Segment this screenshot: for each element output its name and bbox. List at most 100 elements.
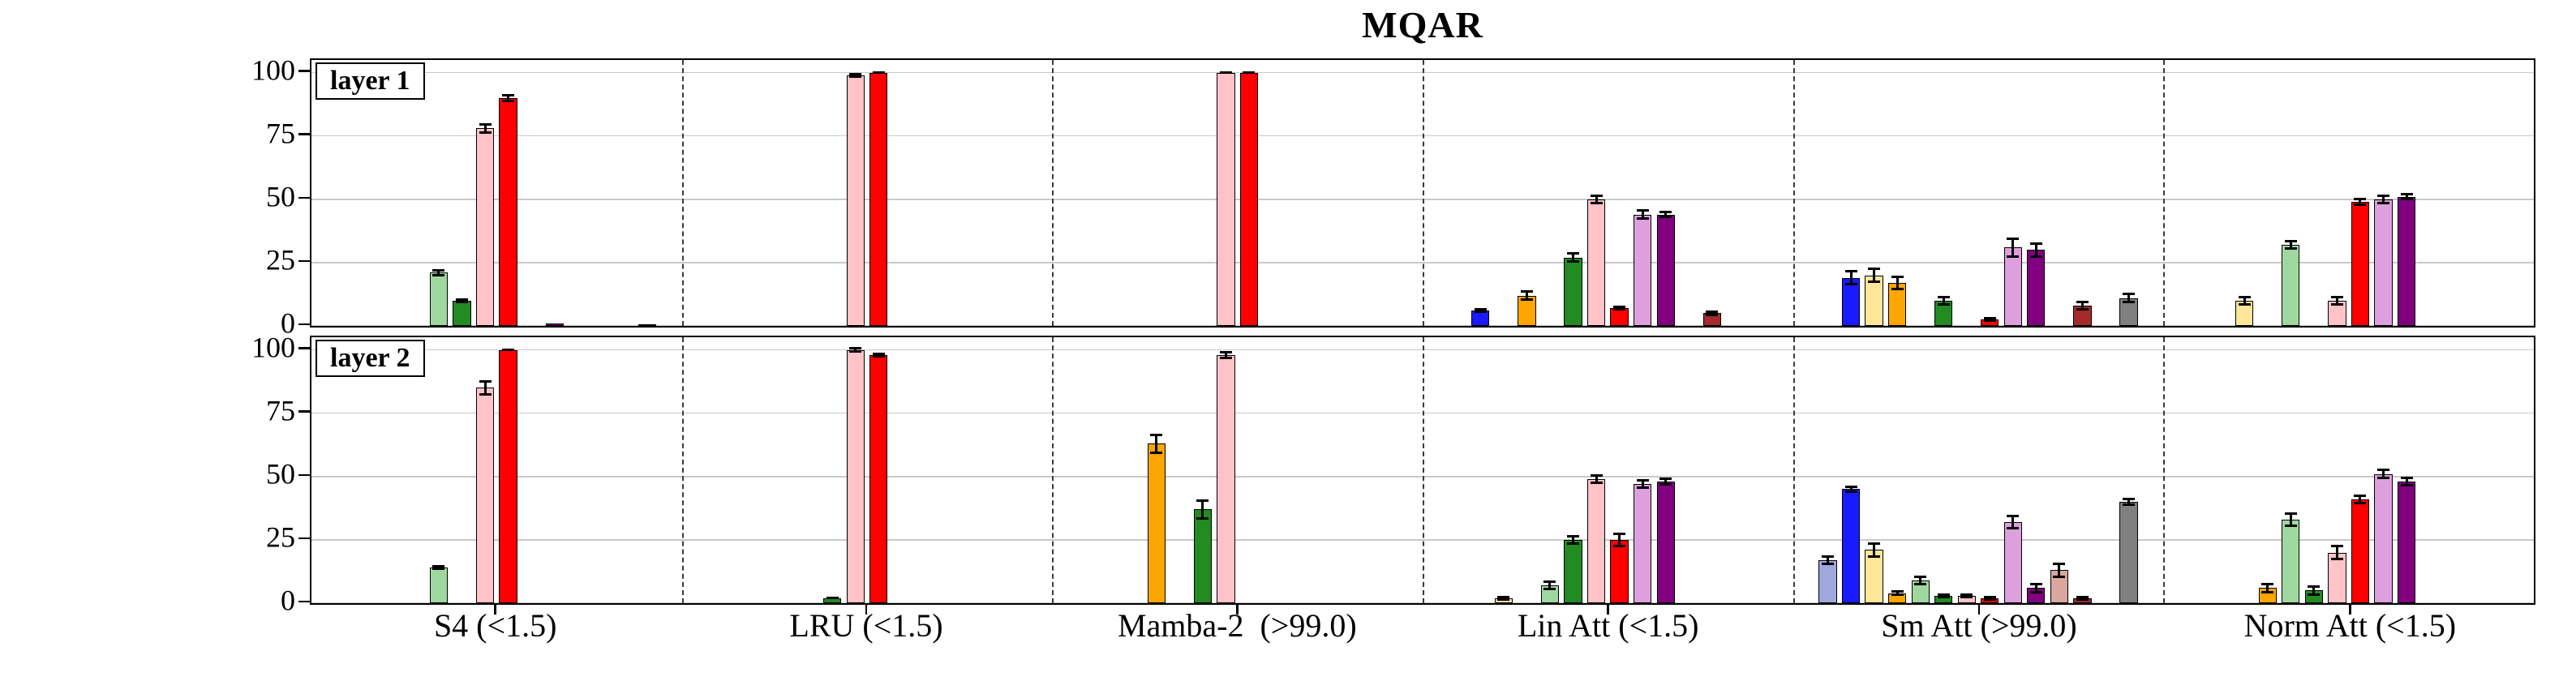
error-bar-cap [456, 300, 469, 303]
error-bar [1896, 590, 1899, 596]
error-bar-cap [1821, 563, 1834, 566]
error-bar-cap [502, 94, 515, 97]
error-bar-cap [849, 75, 862, 78]
error-bar [1711, 311, 1714, 316]
error-bar-cap [2123, 300, 2136, 303]
error-bar-cap [872, 71, 885, 75]
error-bar [1664, 210, 1668, 219]
error-bar [1618, 532, 1621, 548]
error-bar [1919, 575, 1922, 586]
error-bar-cap [2400, 484, 2413, 487]
error-bar [2058, 563, 2061, 578]
error-bar-cap [1636, 478, 1649, 482]
bar-palegreen [2282, 245, 2300, 326]
error-bar-cap [2238, 303, 2251, 306]
x-tickmark [865, 605, 868, 615]
error-bar-cap [1706, 313, 1719, 316]
error-bar [1641, 478, 1644, 490]
bar-red [499, 349, 517, 603]
error-bar-cap [2123, 498, 2136, 501]
error-bar-cap [1659, 478, 1672, 481]
error-bar [2080, 595, 2084, 601]
error-bar-cap [2376, 202, 2389, 205]
error-bar-cap [2400, 193, 2413, 195]
panel-layer-1: layer 1 0 25 50 75 100 [251, 54, 2535, 339]
bar-green [1193, 509, 1212, 603]
error-bar-cap [2376, 469, 2389, 472]
panel-label-layer-1: layer 1 [316, 62, 425, 100]
y-tickmark [298, 196, 310, 199]
error-bar-cap [2400, 476, 2413, 479]
bar-blue [1841, 489, 1861, 603]
error-bar-cap [2261, 590, 2274, 593]
error-bar-cap [2330, 295, 2343, 298]
error-bar-cap [2053, 563, 2066, 566]
error-bar-cap [1590, 482, 1603, 485]
y-tickmark [298, 473, 310, 477]
error-bar-cap [1196, 499, 1209, 502]
y-tick-label: 0 [281, 306, 295, 340]
error-bar [854, 347, 857, 353]
error-bar-cap [2400, 198, 2413, 201]
error-bar-cap [2376, 476, 2389, 479]
error-bar-cap [1567, 542, 1580, 546]
error-bar [2359, 494, 2362, 505]
x-axis-label: Lin Att (<1.5) [1517, 607, 1699, 644]
error-bar-cap [479, 131, 492, 134]
bar-palegreen [429, 568, 449, 603]
error-bar [2335, 295, 2338, 306]
error-bar-cap [1474, 308, 1487, 311]
bar-purple [1656, 214, 1675, 326]
group-separator [2163, 60, 2166, 326]
error-bar [2266, 583, 2269, 593]
error-bar-cap [1636, 209, 1649, 212]
error-bar [1849, 485, 1853, 494]
error-bar-cap [1613, 306, 1626, 308]
error-bar [1548, 580, 1552, 591]
group-separator [1052, 337, 1054, 603]
x-tickmark [494, 605, 496, 615]
error-bar-cap [872, 352, 885, 355]
bar-purple [1656, 482, 1675, 603]
bar-palepurple [1634, 484, 1652, 603]
error-bar-cap [456, 298, 469, 301]
error-bar [2312, 585, 2316, 596]
panel-label-layer-2: layer 2 [316, 340, 425, 377]
error-bar-cap [1243, 71, 1256, 75]
error-bar-cap [826, 597, 839, 600]
error-bar [1595, 194, 1598, 205]
error-bar-cap [1868, 542, 1881, 546]
bar-purple [545, 323, 564, 326]
error-bar-cap [2123, 293, 2136, 296]
error-bar [1595, 473, 1598, 485]
y-tickmark [298, 410, 310, 413]
error-bar-cap [1590, 194, 1603, 197]
bar-gray [638, 324, 656, 326]
error-bar-cap [2330, 557, 2343, 560]
error-bar-cap [2238, 295, 2251, 298]
error-bar-cap [2076, 597, 2089, 601]
error-bar-cap [2330, 545, 2343, 548]
bar-palered [1586, 478, 1606, 603]
y-tick-label: 75 [266, 394, 295, 427]
error-bar-cap [1891, 275, 1904, 278]
error-bar-cap [2284, 247, 2297, 251]
bar-palegreen [429, 272, 449, 326]
error-bar-cap [1844, 283, 1857, 286]
x-tickmark [1236, 605, 1239, 615]
y-tickmark [298, 537, 310, 540]
y-tickmark [298, 133, 310, 135]
x-axis-label: S4 (<1.5) [433, 607, 557, 644]
error-bar-cap [479, 392, 492, 396]
y-tick-label: 0 [281, 584, 295, 617]
bar-paleyellow [1865, 275, 1883, 326]
error-bar-cap [1520, 290, 1533, 293]
group-separator [1792, 337, 1795, 603]
error-bar-cap [1960, 595, 1973, 598]
error-bar-cap [2354, 502, 2367, 505]
bar-palered [846, 75, 865, 326]
error-bar [2243, 295, 2246, 306]
group-separator [1423, 337, 1424, 603]
y-tickmark [298, 70, 310, 72]
y-tickmark [298, 259, 310, 263]
